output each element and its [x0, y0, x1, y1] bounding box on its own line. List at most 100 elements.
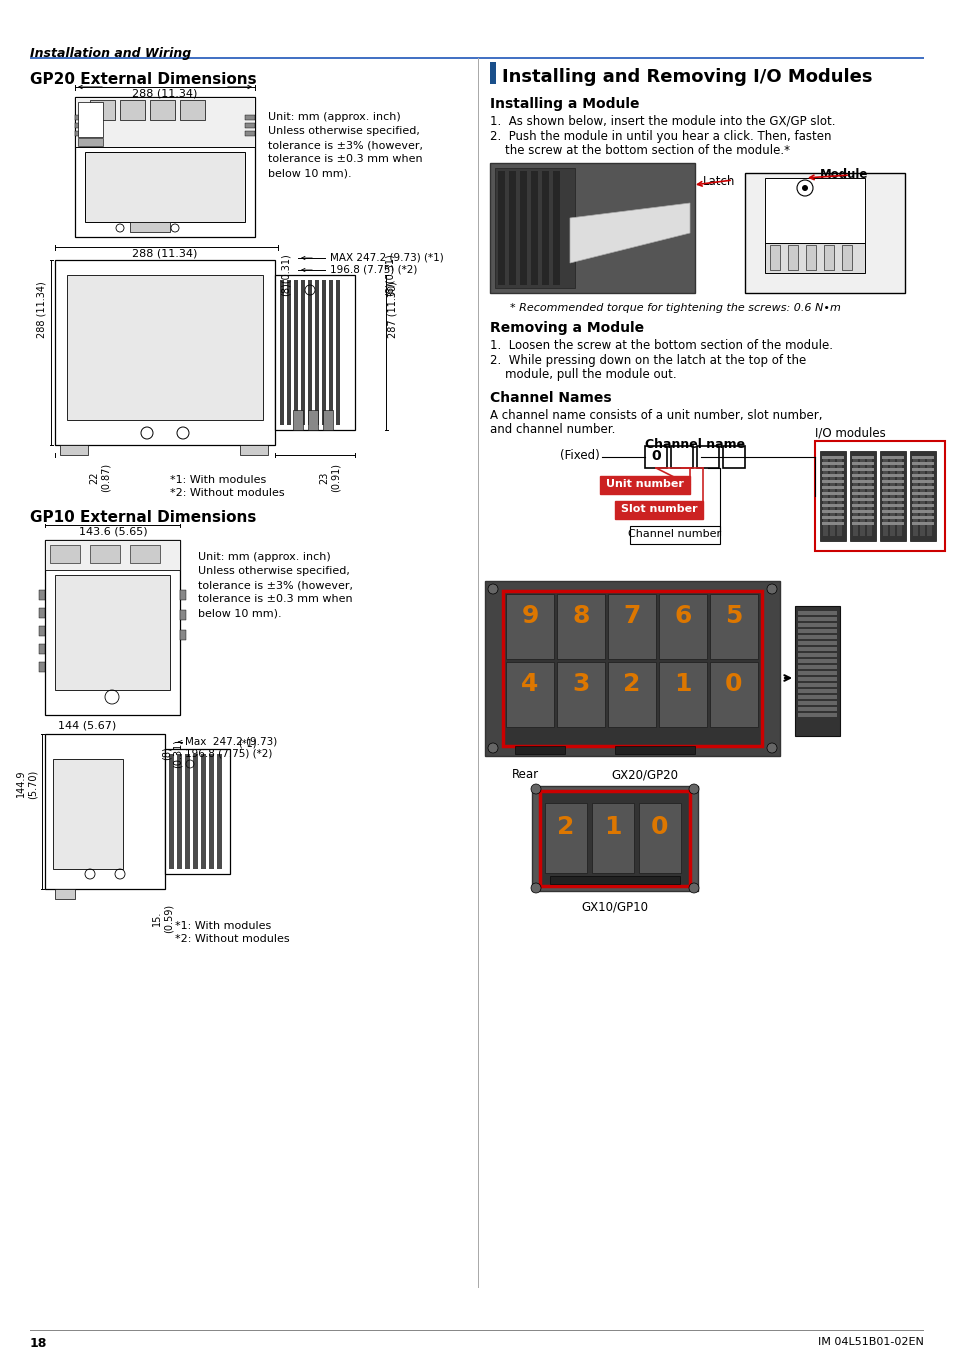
- Bar: [911, 474, 933, 477]
- Bar: [851, 504, 873, 508]
- Bar: [55, 261, 274, 446]
- Text: Module: Module: [820, 167, 867, 181]
- Text: *2: Without modules: *2: Without modules: [170, 487, 284, 498]
- Bar: [882, 486, 903, 489]
- Bar: [882, 486, 903, 489]
- Text: 23
(0.91): 23 (0.91): [319, 463, 340, 491]
- Bar: [797, 713, 836, 717]
- Text: 1.  Loosen the screw at the bottom section of the module.: 1. Loosen the screw at the bottom sectio…: [490, 339, 832, 352]
- Bar: [851, 510, 873, 513]
- Text: 0: 0: [651, 450, 660, 463]
- Text: (8)(0.31): (8)(0.31): [281, 252, 291, 296]
- Text: 2: 2: [557, 815, 574, 838]
- Bar: [797, 622, 836, 626]
- Bar: [245, 115, 254, 120]
- Bar: [180, 610, 186, 620]
- Bar: [505, 662, 554, 728]
- Bar: [911, 468, 933, 471]
- Bar: [629, 526, 720, 544]
- Bar: [882, 474, 903, 477]
- Bar: [911, 510, 933, 513]
- Bar: [821, 474, 843, 477]
- Circle shape: [688, 784, 699, 794]
- Bar: [851, 456, 873, 459]
- Bar: [911, 456, 933, 459]
- Bar: [509, 171, 516, 285]
- Circle shape: [766, 585, 776, 594]
- Bar: [821, 468, 843, 471]
- Bar: [557, 662, 604, 728]
- Bar: [911, 462, 933, 464]
- Bar: [821, 510, 843, 513]
- Bar: [670, 446, 692, 468]
- Bar: [911, 498, 933, 501]
- Bar: [180, 630, 186, 640]
- Bar: [882, 516, 903, 518]
- Bar: [615, 747, 695, 755]
- Text: 196.8 (7.75) (*2): 196.8 (7.75) (*2): [185, 749, 273, 759]
- Bar: [177, 755, 182, 869]
- Bar: [744, 173, 904, 293]
- Bar: [911, 462, 933, 464]
- Bar: [497, 171, 504, 285]
- Bar: [882, 491, 903, 495]
- Bar: [829, 456, 834, 536]
- Bar: [852, 456, 857, 536]
- Bar: [821, 462, 843, 464]
- Bar: [882, 504, 903, 508]
- Bar: [323, 410, 333, 431]
- Bar: [150, 100, 174, 120]
- Bar: [821, 498, 843, 501]
- Bar: [882, 456, 887, 536]
- Bar: [78, 138, 103, 146]
- Bar: [45, 540, 180, 716]
- Bar: [245, 123, 254, 128]
- Text: 288 (11.34): 288 (11.34): [37, 282, 47, 339]
- Bar: [821, 456, 843, 459]
- Bar: [169, 755, 173, 869]
- Bar: [911, 468, 933, 471]
- Bar: [50, 545, 80, 563]
- Text: 288 (11.34): 288 (11.34): [132, 248, 197, 258]
- Bar: [130, 221, 170, 232]
- Bar: [879, 451, 905, 541]
- Text: IM 04L51B01-02EN: IM 04L51B01-02EN: [818, 1336, 923, 1347]
- Text: Rear: Rear: [511, 768, 538, 782]
- Bar: [882, 481, 903, 483]
- Text: 0: 0: [724, 672, 742, 697]
- Bar: [797, 676, 836, 680]
- Text: Removing a Module: Removing a Module: [490, 321, 643, 335]
- Bar: [851, 498, 873, 501]
- Bar: [165, 749, 230, 873]
- Bar: [851, 468, 873, 471]
- Bar: [882, 504, 903, 508]
- Text: 2: 2: [622, 672, 640, 697]
- Bar: [308, 279, 312, 425]
- Bar: [882, 486, 903, 489]
- Bar: [851, 491, 873, 495]
- Bar: [851, 510, 873, 513]
- Bar: [245, 131, 254, 136]
- Text: 143.6 (5.65): 143.6 (5.65): [78, 526, 147, 536]
- Text: (8)(0.31): (8)(0.31): [385, 252, 395, 296]
- Bar: [882, 510, 903, 513]
- Bar: [882, 498, 903, 501]
- Bar: [882, 498, 903, 501]
- Bar: [90, 100, 115, 120]
- Bar: [531, 171, 537, 285]
- Bar: [911, 516, 933, 518]
- Bar: [823, 244, 833, 270]
- Text: MAX 247.2 (9.73) (*1): MAX 247.2 (9.73) (*1): [330, 252, 443, 263]
- Bar: [821, 522, 843, 525]
- Bar: [797, 671, 836, 675]
- Text: GX10/GP10: GX10/GP10: [581, 900, 648, 914]
- Text: 8: 8: [572, 603, 589, 628]
- Bar: [821, 462, 843, 464]
- Bar: [821, 474, 843, 477]
- Bar: [797, 683, 836, 687]
- Circle shape: [531, 784, 540, 794]
- Bar: [911, 504, 933, 508]
- Bar: [193, 755, 198, 869]
- Text: 1: 1: [603, 815, 621, 838]
- Bar: [805, 244, 815, 270]
